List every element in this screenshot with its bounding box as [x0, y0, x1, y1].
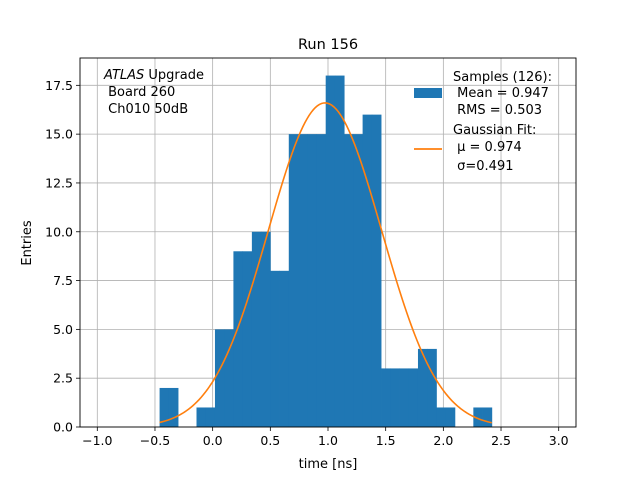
- annotation-line-3: Ch010 50dB: [104, 102, 188, 117]
- histogram-bar: [307, 134, 317, 427]
- annotation-atlas: ATLAS: [103, 68, 144, 83]
- histogram-bar: [344, 134, 354, 427]
- legend-hist-line-2: Mean = 0.947: [453, 86, 549, 101]
- legend-fit-line-2: μ = 0.974: [453, 140, 522, 155]
- histogram-bar: [316, 134, 327, 427]
- histogram-bar: [436, 407, 447, 427]
- annotation-upgrade: Upgrade: [144, 68, 204, 83]
- annotation-line-1: ATLAS Upgrade: [103, 68, 204, 83]
- histogram-bar: [353, 134, 364, 427]
- x-tick-label: −1.0: [82, 433, 112, 448]
- x-tick-label: 0.0: [203, 433, 223, 448]
- legend: Samples (126): Mean = 0.947 RMS = 0.503 …: [414, 70, 552, 174]
- histogram-bar: [270, 270, 280, 427]
- x-tick-label: 1.5: [376, 433, 396, 448]
- histogram-bar: [325, 75, 336, 428]
- histogram-bar: [445, 407, 456, 427]
- histogram-bar: [362, 114, 373, 427]
- histogram-bar: [371, 114, 382, 427]
- x-tick-label: 2.5: [491, 433, 511, 448]
- histogram-bar: [408, 368, 419, 427]
- y-axis-ticks: 0.0 2.5 5.0 7.5 10.0 12.5 15.0 17.5: [45, 78, 80, 435]
- histogram-bar: [224, 329, 234, 427]
- y-tick-label: 17.5: [45, 78, 73, 93]
- y-tick-label: 0.0: [53, 420, 73, 435]
- y-axis-label: Entries: [20, 220, 35, 266]
- histogram-bar: [417, 348, 428, 427]
- histogram-bar: [279, 270, 290, 427]
- x-tick-label: 0.5: [260, 433, 280, 448]
- histogram-bar: [298, 134, 308, 427]
- histogram-bar: [214, 329, 225, 427]
- x-axis-ticks: −1.0 −0.5 0.0 0.5 1.0 1.5 2.0 2.5 3.0: [82, 427, 569, 448]
- x-axis-label: time [ns]: [299, 457, 358, 472]
- histogram-bar: [334, 75, 345, 428]
- x-tick-label: 3.0: [549, 433, 569, 448]
- annotation-line-2: Board 260: [104, 85, 175, 100]
- histogram-bars: [159, 75, 493, 428]
- histogram-bar: [399, 368, 410, 427]
- histogram-bar: [168, 387, 179, 427]
- legend-hist-line-1: Samples (126):: [453, 70, 552, 85]
- legend-hist-line-3: RMS = 0.503: [453, 103, 542, 118]
- y-tick-label: 2.5: [53, 371, 73, 386]
- histogram-bar: [473, 407, 483, 427]
- legend-fit-line-3: σ=0.491: [453, 159, 513, 174]
- x-tick-label: −0.5: [140, 433, 170, 448]
- legend-hist-swatch: [414, 88, 442, 98]
- histogram-bar: [261, 231, 271, 427]
- x-tick-label: 2.0: [433, 433, 453, 448]
- y-tick-label: 15.0: [45, 127, 73, 142]
- y-tick-label: 10.0: [45, 224, 73, 239]
- y-tick-label: 5.0: [53, 322, 73, 337]
- histogram-bar: [251, 231, 262, 427]
- histogram-bar: [196, 407, 207, 427]
- histogram-bar: [482, 407, 493, 427]
- histogram-bar: [205, 407, 216, 427]
- legend-fit-line-1: Gaussian Fit:: [453, 123, 536, 138]
- x-tick-label: 1.0: [318, 433, 338, 448]
- gaussian-fit-curve: [159, 102, 492, 424]
- histogram-bar: [242, 251, 253, 427]
- histogram-bar: [159, 387, 170, 427]
- histogram-bar: [288, 134, 299, 427]
- histogram-bar: [233, 251, 244, 427]
- histogram-bar: [390, 368, 400, 427]
- histogram-bar: [381, 368, 391, 427]
- annotation-box: ATLAS Upgrade Board 260 Ch010 50dB: [103, 68, 204, 117]
- y-tick-label: 7.5: [53, 273, 73, 288]
- y-tick-label: 12.5: [45, 175, 73, 190]
- chart-title: Run 156: [298, 37, 358, 53]
- histogram-bar: [427, 348, 437, 427]
